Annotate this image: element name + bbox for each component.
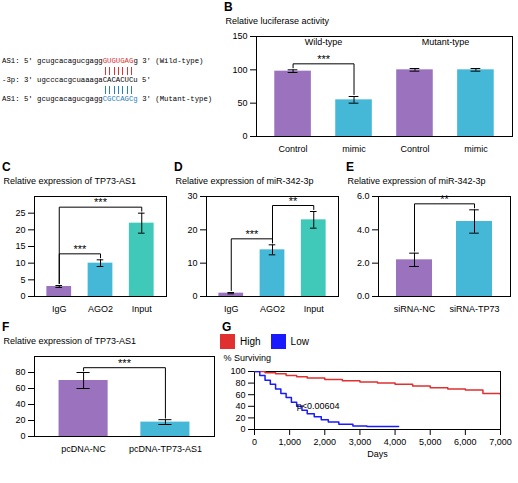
svg-text:20: 20: [235, 413, 245, 423]
svg-text:**: **: [440, 193, 449, 205]
svg-text:***: ***: [245, 228, 259, 240]
svg-text:p<0.00604: p<0.00604: [297, 401, 340, 411]
svg-text:Input: Input: [132, 304, 153, 314]
svg-text:0: 0: [20, 291, 25, 301]
svg-text:2,000: 2,000: [314, 437, 337, 447]
svg-text:4.0: 4.0: [357, 225, 370, 235]
svg-text:20: 20: [15, 415, 25, 425]
svg-text:AGO2: AGO2: [88, 304, 113, 314]
svg-text:AGO2: AGO2: [260, 304, 285, 314]
svg-text:IgG: IgG: [224, 304, 239, 314]
svg-text:20: 20: [15, 225, 25, 235]
svg-text:5: 5: [20, 275, 25, 285]
svg-text:pcDNA-TP73-AS1: pcDNA-TP73-AS1: [129, 444, 202, 454]
svg-text:3,000: 3,000: [349, 437, 372, 447]
svg-text:5,000: 5,000: [419, 437, 442, 447]
svg-text:6,000: 6,000: [454, 437, 477, 447]
svg-text:10: 10: [15, 258, 25, 268]
svg-text:100: 100: [232, 65, 247, 75]
html-text:-3p: 3' ugcccacgcuaaagaCACACUC: -3p: 3' ugcccacgcuaaagaCACACUCu 5': [2, 75, 151, 84]
html-text:G: G: [222, 320, 232, 334]
svg-text:mimic: mimic: [464, 144, 488, 154]
svg-text:60: 60: [235, 390, 245, 400]
svg-text:4,000: 4,000: [384, 437, 407, 447]
svg-text:Relative luciferase activity: Relative luciferase activity: [226, 16, 330, 26]
svg-text:0.0: 0.0: [357, 291, 370, 301]
svg-text:Control: Control: [279, 144, 308, 154]
svg-text:***: ***: [94, 196, 108, 208]
svg-text:Relative expression of miR-342: Relative expression of miR-342-3p: [348, 176, 486, 186]
svg-text:80: 80: [235, 378, 245, 388]
svg-text:Mutant-type: Mutant-type: [422, 37, 470, 47]
svg-text:Relative expression of miR-342: Relative expression of miR-342-3p: [176, 176, 314, 186]
html-text:C: C: [2, 160, 11, 174]
svg-text:150: 150: [232, 31, 247, 41]
html-text:D: D: [174, 160, 183, 174]
svg-text:siRNA-NC: siRNA-NC: [394, 304, 436, 314]
svg-text:mimic: mimic: [342, 144, 366, 154]
svg-text:0: 0: [242, 131, 247, 141]
svg-text:**: **: [289, 195, 298, 207]
svg-text:***: ***: [317, 53, 331, 65]
svg-text:0: 0: [20, 431, 25, 441]
svg-text:50: 50: [237, 98, 247, 108]
svg-text:siRNA-TP73: siRNA-TP73: [449, 304, 499, 314]
html-text:E: E: [346, 160, 354, 174]
svg-text:100: 100: [230, 366, 245, 376]
svg-text:7,000: 7,000: [489, 437, 512, 447]
svg-text:Relative expression of TP73-AS: Relative expression of TP73-AS1: [4, 336, 136, 346]
svg-text:15: 15: [15, 241, 25, 251]
svg-text:Relative expression of TP73-AS: Relative expression of TP73-AS1: [4, 176, 136, 186]
svg-text:0: 0: [252, 437, 257, 447]
html-text:AS1: 5' gcugcacagucgagg GUGUGA: AS1: 5' gcugcacagucgagg GUGUGAG g 3' (Wi…: [2, 56, 204, 65]
svg-text:80: 80: [15, 367, 25, 377]
html-text:B: B: [224, 0, 233, 14]
html-text:F: F: [2, 320, 10, 334]
svg-text:6.0: 6.0: [357, 191, 370, 201]
svg-text:1,000: 1,000: [278, 437, 301, 447]
svg-text:Input: Input: [304, 304, 325, 314]
html-text:AS1: 5' gcugcacagucgagg CGCCAG: AS1: 5' gcugcacagucgagg CGCCAGCg 3' (Mut…: [2, 94, 213, 103]
svg-text:Control: Control: [400, 144, 429, 154]
html-text:High: High: [240, 336, 261, 347]
svg-text:Days: Days: [367, 449, 388, 459]
svg-text:pcDNA-NC: pcDNA-NC: [61, 444, 106, 454]
svg-text:0: 0: [240, 424, 245, 434]
svg-text:30: 30: [187, 191, 197, 201]
svg-text:Wild-type: Wild-type: [305, 37, 343, 47]
svg-text:60: 60: [15, 383, 25, 393]
svg-text:40: 40: [15, 399, 25, 409]
svg-text:2.0: 2.0: [357, 258, 370, 268]
svg-text:20: 20: [187, 225, 197, 235]
svg-text:***: ***: [118, 357, 132, 369]
svg-text:***: ***: [73, 243, 87, 255]
svg-text:25: 25: [15, 208, 25, 218]
svg-text:0: 0: [192, 291, 197, 301]
html-text:Low: Low: [290, 336, 309, 347]
svg-text:10: 10: [187, 258, 197, 268]
svg-text:40: 40: [235, 401, 245, 411]
svg-text:IgG: IgG: [52, 304, 67, 314]
svg-text:% Surviving: % Surviving: [224, 353, 272, 363]
